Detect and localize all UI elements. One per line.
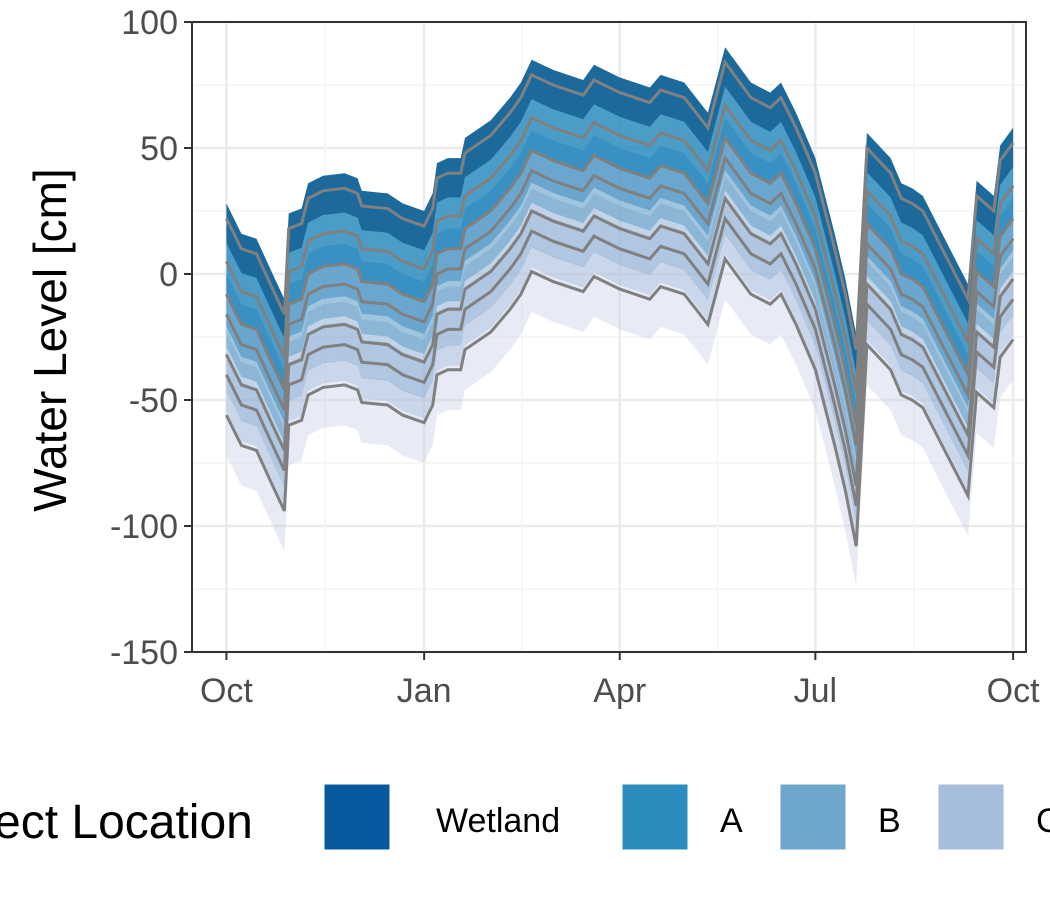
y-tick-label: 100 [121, 4, 178, 42]
x-axis: Oct Jan Apr Jul Oct [200, 652, 1040, 710]
band-series-2 [226, 85, 1014, 425]
legend-swatch-2 [621, 783, 689, 851]
band-series-7 [226, 233, 1014, 587]
series-bands [226, 47, 1014, 587]
legend-label-1: Wetland [436, 802, 560, 840]
line-series-6 [225, 215, 1015, 507]
line-series-2 [225, 101, 1015, 393]
line-series-7 [225, 255, 1015, 547]
x-tick-label: Oct [200, 672, 253, 710]
y-axis: 100 50 0 -50 -100 -150 [110, 4, 192, 672]
band-series-5 [226, 175, 1014, 522]
line-series-5 [225, 194, 1015, 486]
line-series-3 [225, 134, 1015, 426]
y-tick-label: -150 [110, 634, 178, 672]
line-series-4 [225, 154, 1015, 446]
y-tick-label: -50 [129, 382, 178, 420]
legend-label-2: A [720, 802, 743, 840]
legend: ect Location Wetland A B C [0, 783, 1050, 851]
legend-swatch-1 [323, 783, 391, 851]
legend-swatch-3 [779, 783, 847, 851]
legend-title: ect Location [0, 796, 253, 849]
x-tick-label: Oct [987, 672, 1040, 710]
band-series-1 [226, 47, 1014, 374]
legend-label-4: C [1036, 802, 1050, 840]
band-series-3 [226, 117, 1014, 458]
y-tick-label: 50 [140, 130, 178, 168]
legend-swatch-4 [937, 783, 1005, 851]
x-tick-label: Apr [593, 672, 646, 710]
line-series-1 [225, 58, 1015, 350]
series-lines [225, 58, 1015, 547]
x-tick-label: Jul [794, 672, 837, 710]
y-tick-label: -100 [110, 508, 178, 546]
plot-border [191, 21, 1027, 653]
y-tick-label: 0 [159, 256, 178, 294]
legend-label-3: B [878, 802, 901, 840]
y-axis-title: Water Level [cm] [24, 168, 76, 511]
x-tick-label: Jan [397, 672, 452, 710]
